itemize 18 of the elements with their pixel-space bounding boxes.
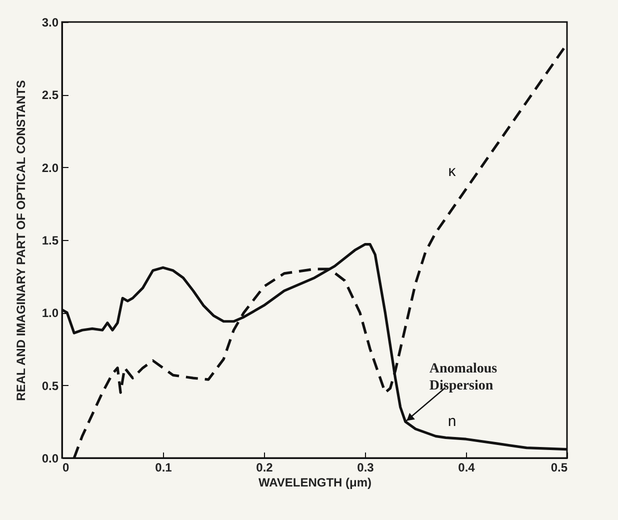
x-tick-label: 0.2 <box>256 460 274 474</box>
y-tick-label: 2.5 <box>42 88 59 102</box>
x-tick-label: 0.4 <box>458 460 476 474</box>
x-tick-label: 0.3 <box>357 460 374 474</box>
legend-label: n <box>448 413 456 430</box>
x-tick-label: 0.1 <box>155 460 172 474</box>
y-tick-label: 1.0 <box>42 306 59 320</box>
y-tick-label: 2.0 <box>42 160 59 175</box>
x-tick-label: 0 <box>62 460 70 474</box>
y-axis-title: REAL AND IMAGINARY PART OF OPTICAL CONSTANTS <box>14 80 28 401</box>
y-tick-label: 0.5 <box>42 378 59 393</box>
y-tick-label: 3.0 <box>42 16 59 30</box>
annotation: Anomalous Dispersion <box>429 362 498 394</box>
x-axis-title: WAVELENGTH (μm) <box>258 476 372 490</box>
x-tick-label: 0.5 <box>550 460 568 474</box>
y-tick-label: 0.0 <box>42 452 59 466</box>
series-label: κ <box>448 163 456 180</box>
y-tick-label: 1.5 <box>42 234 59 248</box>
